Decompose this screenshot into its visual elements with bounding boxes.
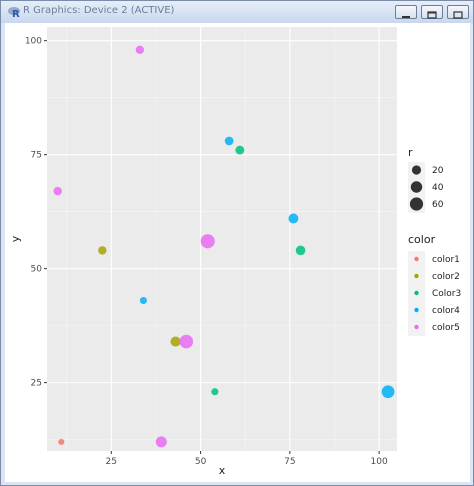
axis-ticks: 25 50 75 100 25 50 75 100	[25, 37, 388, 467]
data-point	[295, 245, 306, 256]
size-legend-label: 40	[432, 183, 444, 193]
size-legend-label: 20	[432, 166, 444, 176]
y-axis-title: y	[9, 235, 22, 242]
x-tick-label: 75	[284, 457, 295, 467]
minimize-button[interactable]	[395, 5, 417, 19]
y-tick-label: 75	[31, 151, 42, 161]
data-point	[179, 334, 194, 349]
color-legend-swatch	[414, 256, 419, 262]
data-point	[211, 388, 219, 396]
x-axis-title: x	[219, 464, 226, 477]
color-legend-swatch	[414, 290, 419, 296]
size-legend-symbol	[410, 181, 423, 193]
color-legend: color color1 color2 Color3 color4 color5	[408, 233, 461, 336]
y-tick-label: 50	[31, 265, 43, 275]
maximize-button[interactable]	[421, 5, 443, 19]
x-tick-label: 50	[195, 457, 207, 467]
svg-text:R: R	[12, 9, 20, 19]
window-title: R Graphics: Device 2 (ACTIVE)	[23, 5, 175, 16]
data-point	[288, 213, 299, 224]
color-legend-label: color4	[432, 306, 460, 316]
data-point	[53, 186, 62, 196]
data-point	[135, 45, 145, 54]
maximize-icon	[427, 11, 437, 19]
x-tick-label: 25	[106, 457, 117, 467]
r-logo-icon: R	[8, 7, 20, 19]
color-legend-swatch	[414, 324, 419, 330]
scatter-plot: 25 50 75 100 25 50 75 100 x y r 20 40 60 color co…	[9, 27, 461, 477]
close-button[interactable]	[447, 5, 469, 19]
color-legend-title: color	[408, 233, 436, 246]
x-tick-label: 100	[371, 457, 388, 467]
title-bar[interactable]: R R Graphics: Device 2 (ACTIVE)	[1, 1, 473, 23]
color-legend-label: color2	[432, 272, 460, 282]
size-legend: r 20 40 60	[408, 146, 444, 213]
data-point	[200, 234, 215, 249]
close-icon	[453, 11, 463, 19]
y-tick-label: 100	[25, 37, 42, 47]
color-legend-label: color5	[432, 323, 460, 333]
data-point	[224, 136, 234, 146]
y-tick-label: 25	[31, 379, 42, 389]
data-point	[139, 296, 147, 305]
minimize-icon	[402, 16, 410, 18]
data-point	[235, 145, 245, 155]
color-legend-label: color1	[432, 255, 460, 265]
color-legend-label: Color3	[432, 289, 461, 299]
data-points	[53, 45, 395, 448]
plot-panel	[47, 27, 397, 451]
data-point	[98, 246, 107, 255]
size-legend-symbol	[411, 165, 422, 175]
grid	[47, 27, 397, 451]
color-legend-swatch	[414, 307, 419, 313]
data-point	[170, 336, 181, 347]
graphics-canvas: 25 50 75 100 25 50 75 100 x y r 20 40 60 color co…	[5, 23, 470, 482]
size-legend-label: 60	[432, 200, 444, 210]
data-point	[155, 436, 167, 448]
data-point	[58, 438, 65, 445]
data-point	[381, 385, 395, 399]
size-legend-title: r	[408, 146, 413, 159]
color-legend-swatch	[414, 273, 419, 279]
size-legend-symbol	[409, 197, 424, 211]
